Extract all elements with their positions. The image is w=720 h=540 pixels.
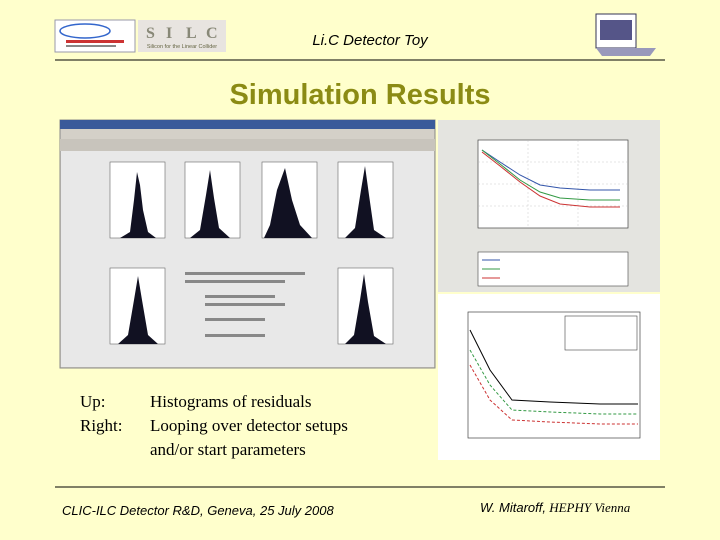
resolution-plot	[438, 120, 660, 292]
logo-letter: L	[186, 25, 197, 42]
histogram-shape	[264, 168, 312, 238]
footer-author: W. Mitaroff,	[480, 500, 546, 515]
histogram-shape	[345, 274, 386, 344]
footer-right: W. Mitaroff, HEPHY Vienna	[480, 500, 631, 515]
note-label: Right:	[80, 416, 123, 435]
histogram-screenshot	[59, 119, 436, 369]
text-placeholder	[185, 280, 285, 283]
header-title: Li.C Detector Toy	[312, 32, 429, 49]
note-line: and/or start parameters	[150, 440, 306, 459]
title-bar	[60, 120, 435, 129]
curve	[481, 151, 620, 208]
note-line: Looping over detector setups	[150, 416, 348, 435]
curve	[481, 149, 620, 201]
logo-bar	[66, 45, 116, 47]
histogram-shape	[120, 172, 156, 238]
logo-caption: Silicon for the Linear Collider	[147, 44, 217, 50]
logo-letter: S	[146, 25, 155, 42]
hephy-logo	[595, 13, 656, 56]
parameter-plot	[438, 294, 660, 460]
legend-box	[564, 315, 638, 351]
logo-letter: C	[206, 25, 218, 42]
text-placeholder	[185, 272, 305, 275]
lcfi-logo	[54, 19, 136, 53]
curve	[469, 349, 638, 415]
toolbar	[60, 139, 435, 151]
legend-box	[477, 251, 629, 287]
logo-base	[596, 48, 656, 56]
logo-image	[600, 20, 632, 40]
note-label: Up:	[80, 392, 106, 411]
note-line: Histograms of residuals	[150, 392, 311, 411]
curve	[469, 329, 638, 405]
logo-ring	[59, 23, 111, 39]
axes	[477, 139, 629, 229]
footer-institute: HEPHY Vienna	[548, 500, 630, 515]
logo-box	[138, 20, 226, 52]
histogram-shape	[118, 276, 158, 344]
text-placeholder	[205, 303, 285, 306]
logo-letter: I	[166, 25, 172, 42]
text-placeholder	[205, 318, 265, 321]
slide-title: Simulation Results	[229, 79, 490, 111]
curve	[481, 149, 620, 191]
histogram-shape	[190, 170, 230, 238]
text-placeholder	[205, 334, 265, 337]
text-placeholder	[205, 295, 275, 298]
silc-logo: S I L C Silicon for the Linear Collider	[138, 20, 226, 52]
histogram-shape	[345, 166, 386, 238]
footer-left: CLIC-ILC Detector R&D, Geneva, 25 July 2…	[62, 503, 334, 518]
logo-bar	[66, 40, 124, 43]
